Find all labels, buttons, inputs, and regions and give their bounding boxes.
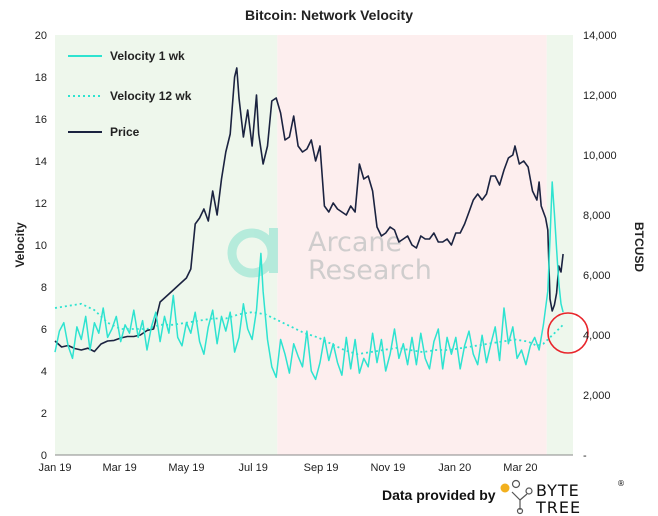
brand-registered-mark: ® [617, 479, 625, 488]
x-tick-label-2: May 19 [168, 462, 204, 474]
y-left-tick-label-2: 4 [41, 366, 47, 378]
y-left-tick-label-7: 14 [35, 156, 47, 168]
y-left-tick-label-1: 2 [41, 408, 47, 420]
y-right-tick-label-6: 12,000 [583, 90, 617, 102]
y-left-tick-label-10: 20 [35, 30, 47, 42]
chart-title: Bitcoin: Network Velocity [245, 7, 413, 23]
legend-label-velocity-12wk: Velocity 12 wk [110, 89, 192, 103]
y-right-tick-label-4: 8,000 [583, 210, 611, 222]
region-green-2 [546, 35, 573, 455]
watermark-line2: Research [308, 255, 432, 286]
y-right-tick-label-0: - [583, 450, 587, 462]
y-axis-left-label: Velocity [13, 222, 27, 268]
footer: Data provided by BYTE TREE ® [382, 479, 625, 516]
y-left-tick-label-4: 8 [41, 282, 47, 294]
brand-top: BYTE [536, 481, 580, 500]
series-line-velocity-1-wk [54, 181, 564, 381]
x-tick-label-7: Mar 20 [503, 462, 537, 474]
tick-labels: 0 2 4 6 8 10 12 14 16 18 20 - 2,000 4,000 6,000 8,000 10… [35, 30, 617, 474]
brand-bottom: TREE [535, 498, 581, 516]
x-tick-label-0: Jan 19 [38, 462, 71, 474]
y-left-tick-label-6: 12 [35, 198, 47, 210]
y-left-tick-label-9: 18 [35, 72, 47, 84]
y-left-tick-label-3: 6 [41, 324, 47, 336]
x-tick-label-1: Mar 19 [102, 462, 136, 474]
y-axis-right-label: BTCUSD [632, 222, 646, 272]
x-tick-label-3: Jul 19 [239, 462, 268, 474]
y-left-tick-label-5: 10 [35, 240, 47, 252]
legend-label-velocity-1wk: Velocity 1 wk [110, 49, 185, 63]
x-tick-label-5: Nov 19 [370, 462, 405, 474]
watermark-line1: Arcane [308, 227, 402, 258]
legend: Velocity 1 wk Velocity 12 wk Price [68, 49, 192, 139]
footer-text: Data provided by [382, 487, 496, 503]
bytetree-logo-icon [500, 479, 533, 515]
x-tick-label-6: Jan 20 [438, 462, 471, 474]
legend-label-price: Price [110, 125, 140, 139]
y-left-tick-label-0: 0 [41, 450, 47, 462]
y-right-tick-label-1: 2,000 [583, 390, 611, 402]
y-right-tick-label-2: 4,000 [583, 330, 611, 342]
y-right-tick-label-7: 14,000 [583, 30, 617, 42]
arcane-logo-icon [227, 228, 278, 278]
y-left-tick-label-8: 16 [35, 114, 47, 126]
highlight-circle [547, 312, 589, 354]
plot-lines [54, 67, 564, 381]
x-tick-label-4: Sep 19 [304, 462, 339, 474]
series-line-price [54, 67, 564, 353]
y-right-tick-label-5: 10,000 [583, 150, 617, 162]
y-right-tick-label-3: 6,000 [583, 270, 611, 282]
